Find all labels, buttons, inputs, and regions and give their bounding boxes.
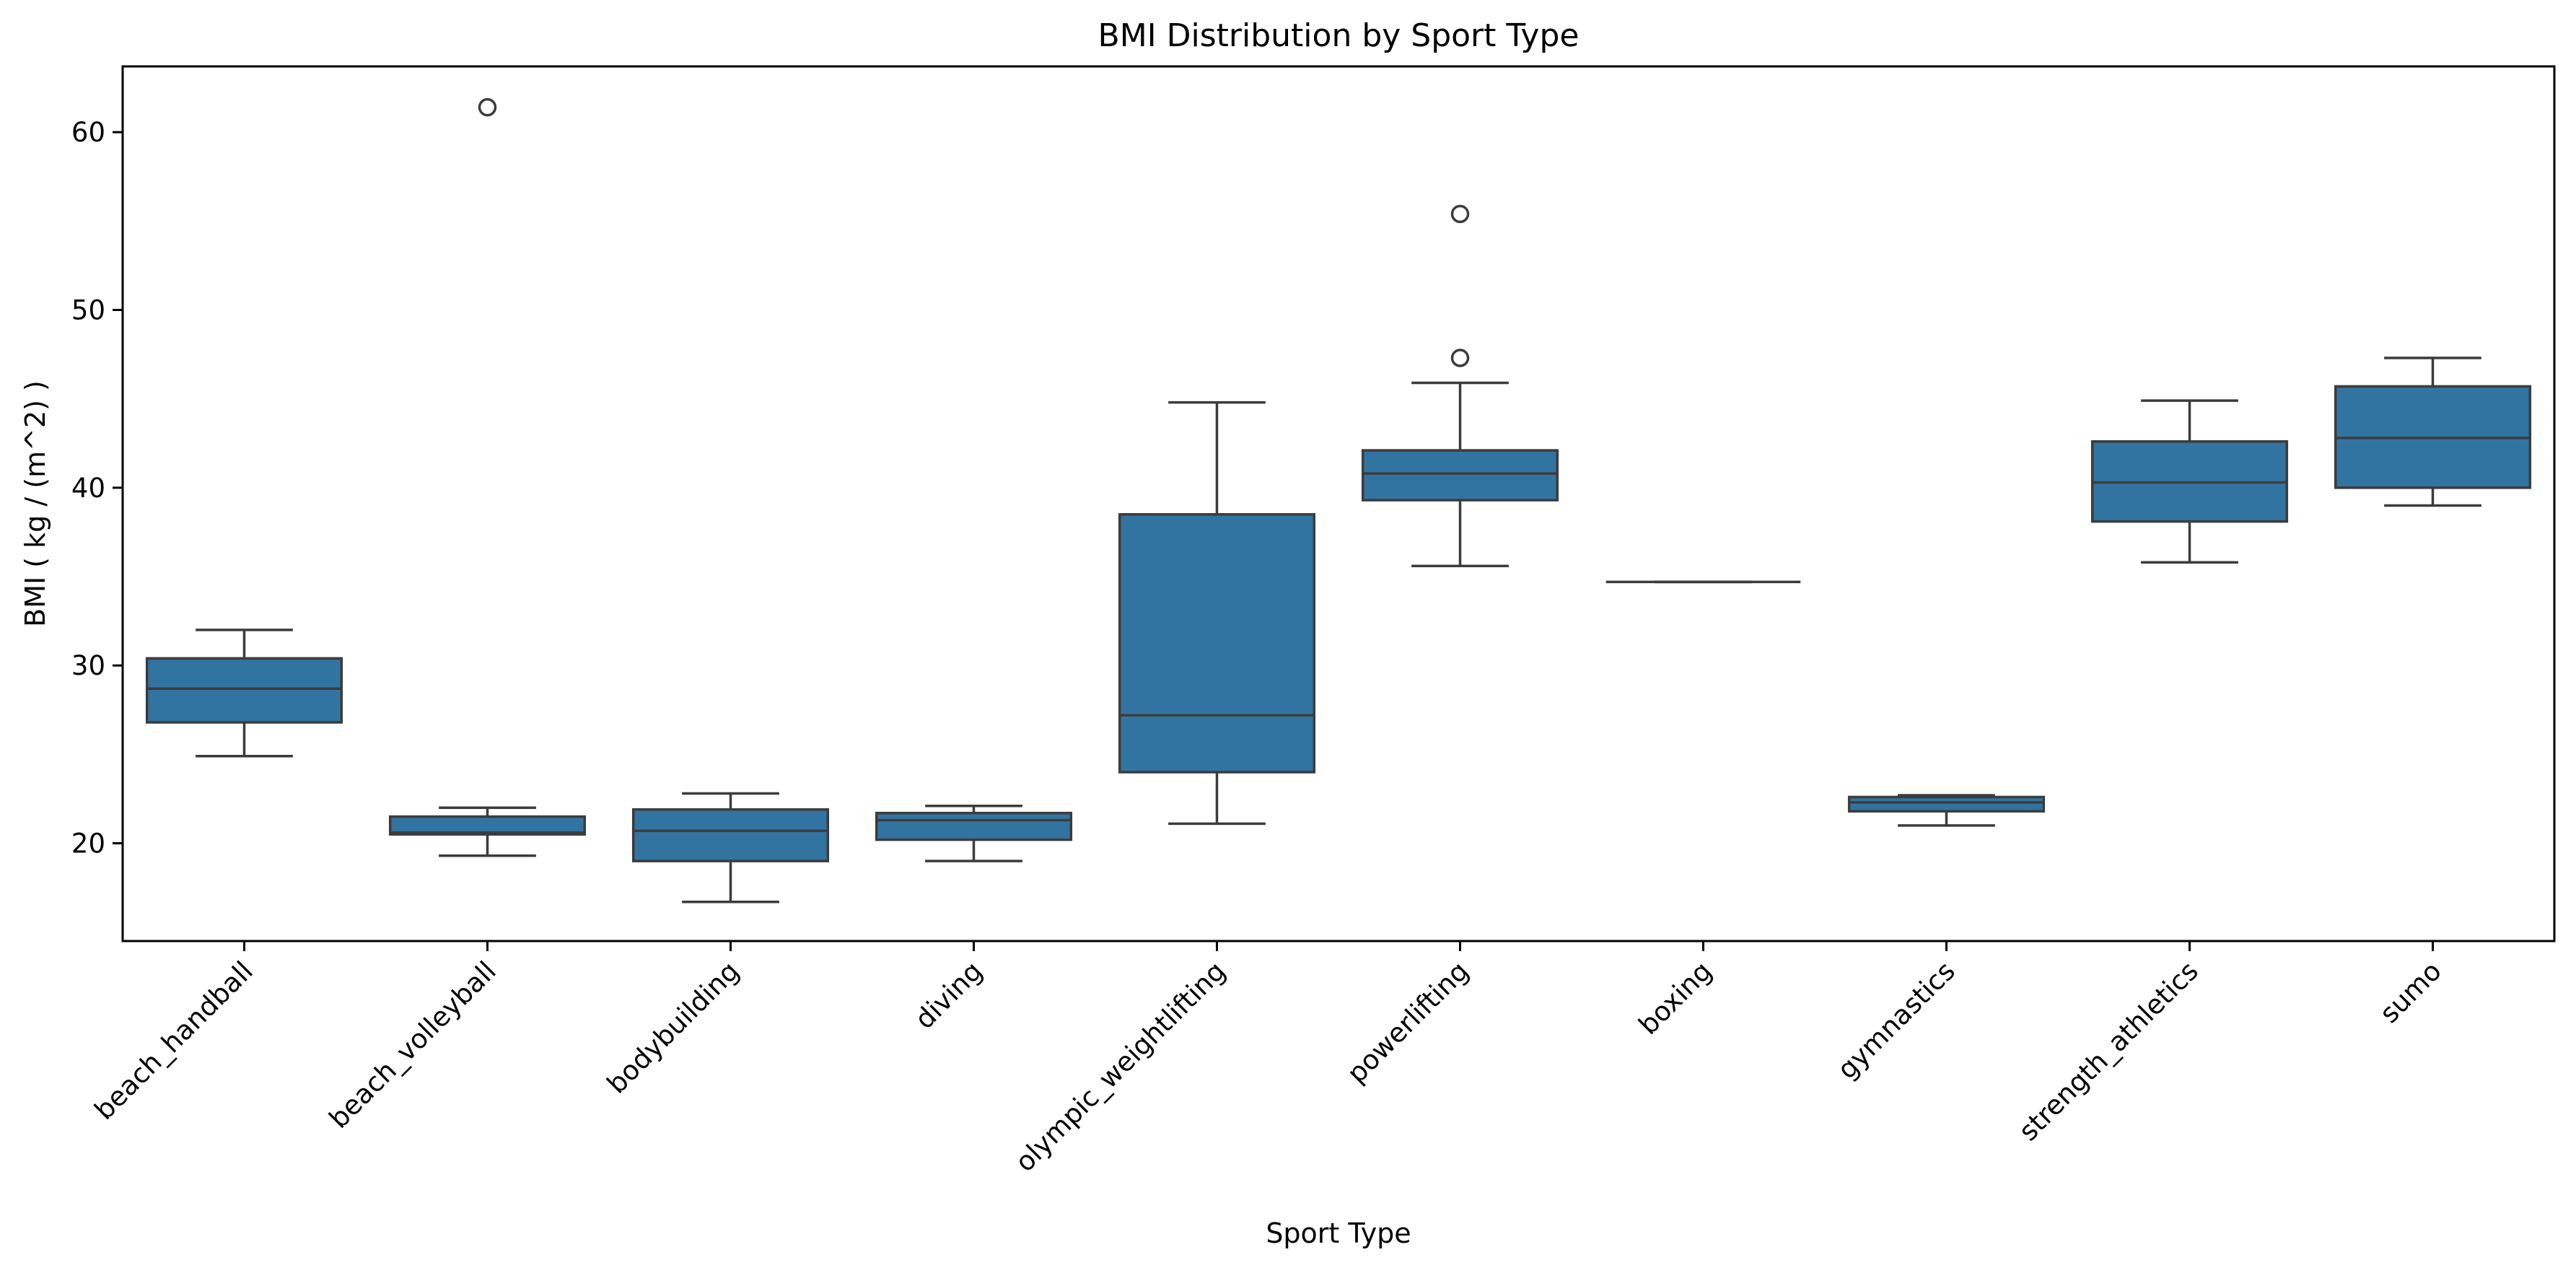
x-tick-label-diving: diving [909, 955, 989, 1035]
boxes-layer [145, 97, 2532, 904]
x-axis-label: Sport Type [1266, 1217, 1411, 1249]
box-group-bodybuilding [631, 792, 830, 904]
box-group-strength_athletics [2090, 399, 2289, 564]
box-group-gymnastics [1847, 794, 2046, 827]
x-tick-label-bodybuilding: bodybuilding [601, 955, 745, 1100]
x-tick-label-boxing: boxing [1633, 955, 1718, 1041]
box-gymnastics [1847, 795, 2046, 813]
y-tick-label: 50 [71, 294, 105, 325]
box-diving [875, 811, 1073, 841]
x-tick-label-strength_athletics: strength_athletics [2012, 955, 2204, 1147]
y-tick-label: 20 [71, 828, 105, 859]
y-tick-label: 40 [71, 473, 105, 504]
box-group-olympic_weightlifting [1118, 401, 1316, 826]
chart-title: BMI Distribution by Sport Type [1098, 17, 1580, 54]
box-bodybuilding [631, 808, 830, 862]
box-group-diving [875, 805, 1073, 862]
box-olympic_weightlifting [1118, 513, 1316, 774]
box-beach_handball [145, 657, 343, 724]
box-powerlifting [1361, 449, 1559, 502]
y-axis: 20 30 40 50 60 [71, 117, 123, 859]
y-tick-label: 60 [71, 117, 105, 148]
y-axis-label: BMI ( kg / (m^2) ) [19, 380, 51, 627]
box-group-beach_handball [145, 629, 343, 758]
outlier-point [1450, 349, 1470, 367]
box-group-sumo [2334, 356, 2532, 507]
x-tick-label-olympic_weightlifting: olympic_weightlifting [1009, 955, 1232, 1178]
x-tick-label-beach_handball: beach_handball [89, 955, 259, 1126]
x-tick-label-sumo: sumo [2374, 955, 2448, 1029]
box-group-powerlifting [1361, 204, 1559, 567]
x-axis: beach_handball beach_volleyball bodybuildi… [89, 941, 2448, 1178]
box-group-beach_volleyball [388, 97, 587, 857]
x-tick-label-gymnastics: gymnastics [1831, 955, 1961, 1085]
y-tick-label: 30 [71, 650, 105, 681]
outlier-point [1450, 204, 1470, 224]
outlier-point [478, 97, 497, 117]
x-tick-label-powerlifting: powerlifting [1341, 955, 1475, 1089]
x-tick-label-beach_volleyball: beach_volleyball [323, 955, 502, 1134]
plot-frame [121, 65, 2556, 942]
